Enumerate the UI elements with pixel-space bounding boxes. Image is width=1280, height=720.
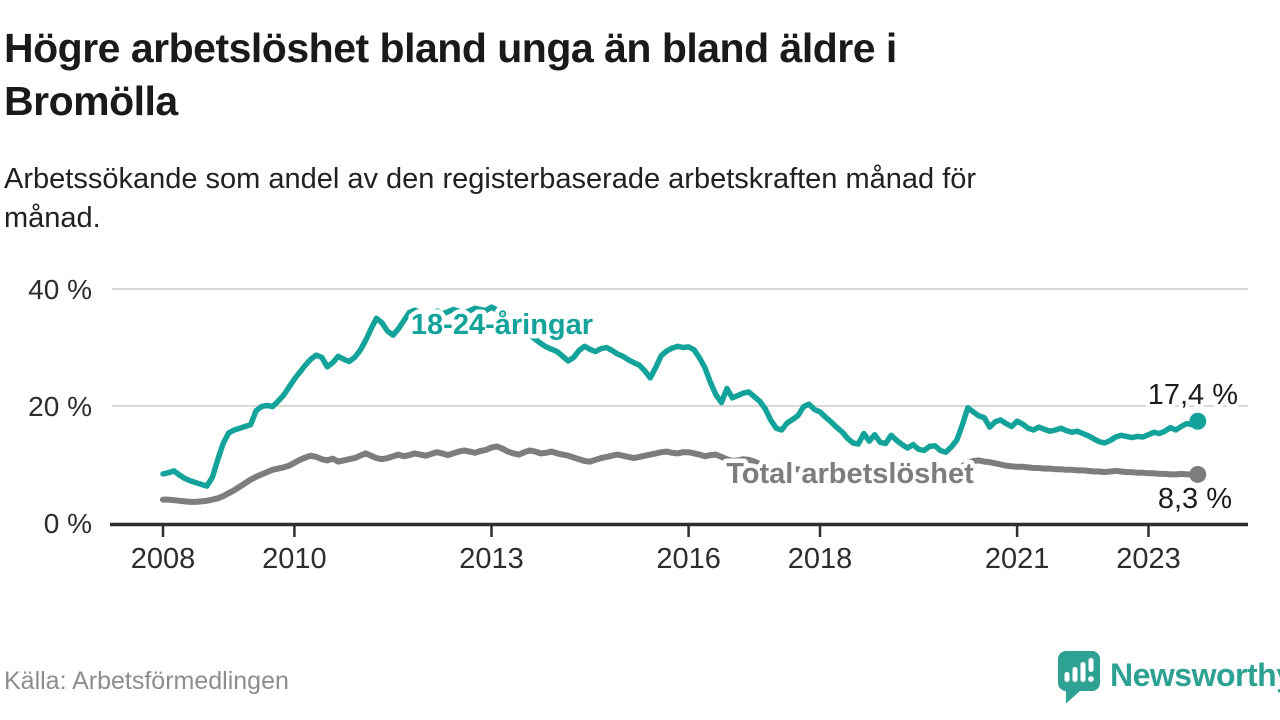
y-tick-label-0: 0 % — [44, 508, 92, 539]
end-value-label-total-halo: 8,3 % — [1158, 483, 1232, 515]
page-title-line2: Bromölla — [4, 78, 178, 124]
newsworthy-logo: Newsworthy — [1054, 650, 1280, 704]
y-tick-label-40: 40 % — [28, 274, 92, 305]
youth-series-line — [160, 304, 1201, 489]
x-tick-label-2016: 2016 — [656, 543, 721, 575]
end-value-label-youth: 17,4 % — [1148, 379, 1238, 411]
page-subtitle: Arbetssökande som andel av den registerb… — [4, 160, 1204, 238]
x-tick-label-2023: 2023 — [1116, 543, 1181, 575]
bar-large — [1080, 662, 1086, 682]
end-dot-total — [1189, 465, 1207, 483]
end-dot-youth — [1189, 412, 1207, 430]
page-title: Högre arbetslöshet bland unga än bland ä… — [4, 22, 1204, 128]
x-tick-label-2018: 2018 — [788, 543, 853, 575]
total-series-line — [160, 443, 1201, 505]
bar-small — [1064, 672, 1070, 682]
x-tick-label-2008: 2008 — [131, 543, 196, 575]
series-label-total: Total arbetslöshet — [726, 458, 974, 490]
y-tick-label-20: 20 % — [28, 391, 92, 422]
speech-bubble-shape — [1058, 651, 1100, 704]
page-subtitle-line2: månad. — [4, 202, 101, 234]
x-tick-label-2021: 2021 — [985, 543, 1050, 575]
page-title-line1: Högre arbetslöshet bland unga än bland ä… — [4, 25, 897, 71]
bar-medium — [1072, 667, 1078, 682]
exclamation-dot — [1088, 676, 1094, 682]
newsworthy-logo-text: Newsworthy — [1110, 657, 1280, 693]
exclamation-stem — [1088, 658, 1094, 672]
series-label-youth-halo: 18-24-åringar — [411, 309, 593, 341]
series-label-total-halo: Total arbetslöshet — [726, 458, 974, 490]
newsworthy-logo-icon — [1058, 651, 1100, 704]
x-tick-label-2010: 2010 — [262, 543, 327, 575]
end-value-label-youth-halo: 17,4 % — [1148, 379, 1238, 411]
x-tick-label-2013: 2013 — [459, 543, 524, 575]
series-label-youth: 18-24-åringar — [411, 309, 593, 341]
source-note: Källa: Arbetsförmedlingen — [4, 667, 289, 695]
end-value-label-total: 8,3 % — [1158, 483, 1232, 515]
page-subtitle-line1: Arbetssökande som andel av den registerb… — [4, 163, 977, 195]
